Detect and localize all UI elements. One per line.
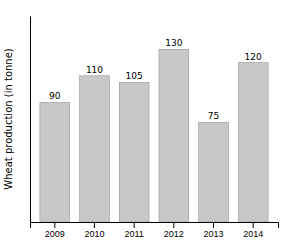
- tick-label: 2014: [243, 229, 263, 239]
- chart-svg: 2009 2010 2011 2012 2013 2014 90 110 105 130 75 120…: [0, 0, 288, 248]
- bar: [159, 49, 189, 222]
- bar: [40, 102, 70, 222]
- y-axis-title: Wheat production (in tonne): [3, 48, 14, 190]
- tick-mark: [94, 222, 95, 228]
- bar: [238, 63, 268, 222]
- data-label: 120: [245, 52, 262, 62]
- bar: [199, 122, 229, 222]
- tick-label: 2010: [84, 229, 104, 239]
- tick-mark: [134, 222, 135, 228]
- tick: 2014: [243, 222, 263, 239]
- tick: 2012: [164, 222, 184, 239]
- data-label: 90: [49, 91, 61, 101]
- tick-label: 2012: [164, 229, 184, 239]
- plot-area: 2009 2010 2011 2012 2013 2014 90 110 105 130 75 120: [31, 17, 279, 240]
- tick-mark: [253, 222, 254, 228]
- tick: 2009: [45, 222, 65, 239]
- tick-mark: [54, 222, 55, 228]
- data-label: 105: [126, 71, 143, 81]
- tick-label: 2011: [124, 229, 143, 239]
- axis-line: [30, 17, 31, 223]
- data-label: 130: [165, 38, 182, 48]
- data-labels: 90 110 105 130 75 120: [49, 38, 262, 121]
- tick-label: 2013: [204, 229, 224, 239]
- bar: [119, 82, 149, 222]
- tick: 2010: [84, 222, 104, 239]
- bar: [80, 76, 110, 222]
- tick-label: 2009: [45, 229, 65, 239]
- x-axis: 2009 2010 2011 2012 2013 2014: [31, 222, 279, 239]
- tick-mark: [213, 222, 214, 228]
- chart-container: 2009 2010 2011 2012 2013 2014 90 110 105 130 75 120…: [0, 0, 288, 248]
- tick: 2011: [124, 222, 143, 239]
- tick: 2013: [204, 222, 224, 239]
- bars: [40, 49, 268, 222]
- data-label: 110: [86, 65, 103, 75]
- axis-line: [31, 223, 279, 229]
- tick-mark: [173, 222, 174, 228]
- data-label: 75: [208, 111, 219, 121]
- y-axis: [30, 17, 31, 223]
